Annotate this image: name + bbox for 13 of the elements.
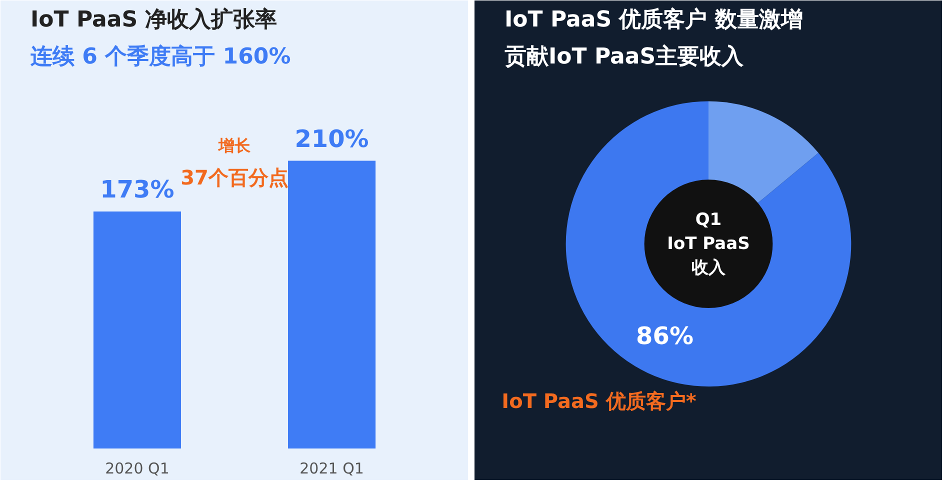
data-label: 86%: [636, 322, 694, 350]
x-tick-label: 2021 Q1: [300, 460, 364, 478]
chart-title: IoT PaaS 净收入扩张率: [30, 6, 278, 32]
slice-label: IoT PaaS 优质客户*: [502, 389, 697, 414]
annotation: 37个百分点: [180, 166, 288, 190]
x-tick-label: 2020 Q1: [105, 460, 170, 478]
chart-subtitle: 连续 6 个季度高于 160%: [30, 44, 291, 70]
chart-title: IoT PaaS 优质客户 数量激增: [504, 6, 803, 32]
text: Q1 IoT PaaS 收入: [667, 210, 750, 278]
chart-subtitle: 贡献IoT PaaS主要收入: [504, 44, 745, 70]
data-label: 173%: [100, 175, 174, 204]
data-label: 210%: [294, 124, 369, 153]
text: 增长: [218, 136, 252, 156]
